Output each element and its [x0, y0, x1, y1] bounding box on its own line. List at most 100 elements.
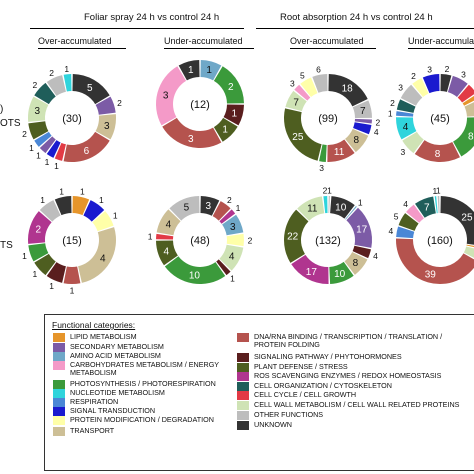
legend-label: CELL WALL METABOLISM / CELL WALL RELATED… [254, 400, 460, 409]
donut-slice [95, 114, 116, 140]
legend-item: PHOTOSYNTHESIS / PHOTORESPIRATION [53, 380, 216, 389]
donut-slice [440, 196, 474, 245]
legend-swatch [237, 333, 249, 342]
row-label-top: OTS [0, 118, 21, 129]
slice-value-label: 3 [290, 78, 295, 88]
slice-value-label: 1 [222, 125, 228, 136]
donut-slice [434, 196, 438, 214]
legend-label: CELL ORGANIZATION / CYTOSKELETON [254, 381, 392, 390]
donut-slice [457, 84, 474, 103]
slice-value-label: 1 [230, 274, 235, 284]
donut-slice [396, 238, 474, 284]
legend-label: TRANSPORT [70, 426, 115, 435]
donut-slice [464, 102, 474, 117]
donut-slice [327, 139, 355, 162]
donut-slice [78, 227, 116, 283]
slice-value-label: 3 [400, 147, 405, 157]
legend-label: AMINO ACID METABOLISM [70, 351, 161, 360]
slice-value-label: 1 [70, 286, 75, 296]
slice-value-label: 11 [334, 147, 345, 158]
header-root: Root absorption 24 h vs control 24 h [280, 12, 433, 23]
subheader-under-root: Under-accumulat [408, 36, 474, 46]
header-foliar-rule [30, 28, 244, 29]
legend-swatch [53, 380, 65, 389]
donut-slice [226, 233, 244, 247]
slice-value-label: 2 [248, 236, 253, 246]
donut-slice [34, 82, 56, 105]
slice-value-label: 8 [435, 149, 441, 160]
slice-value-label: 1 [113, 211, 118, 221]
subheader-over-root: Over-accumulated [290, 36, 364, 46]
slice-value-label: 4 [389, 226, 394, 236]
legend-label: DNA/RNA BINDING / TRANSCRIPTION / TRANSL… [254, 332, 443, 349]
slice-value-label: 5 [300, 71, 305, 81]
donut-slice [462, 95, 474, 106]
donut-chart: 251439454711(160) [389, 186, 474, 284]
donut-slice [344, 251, 368, 275]
donut-slice [162, 117, 222, 149]
legend-label: PROTEIN MODIFICATION / DEGRADATION [70, 415, 214, 424]
legend-label: RESPIRATION [70, 397, 119, 406]
donut-slice [72, 196, 90, 216]
legend-label: LIPID METABOLISM [70, 332, 137, 341]
slice-value-label: 22 [287, 232, 299, 243]
donut-slice [27, 211, 52, 244]
legend-swatch [237, 421, 249, 430]
slice-value-label: 10 [189, 271, 201, 282]
slice-value-label: 1 [232, 109, 238, 120]
donut-slice [219, 244, 244, 271]
legend-item: SIGNALING PATHWAY / PHYTOHORMONES [237, 353, 402, 362]
donut-slice [223, 104, 244, 126]
donut-slice [328, 196, 330, 214]
donut-slice [28, 121, 49, 140]
row-label-top-paren: ) [0, 104, 4, 115]
slice-value-label: 3 [188, 134, 194, 145]
donut-slice [46, 140, 61, 158]
legend-swatch [237, 382, 249, 391]
legend-item: PROTEIN MODIFICATION / DEGRADATION [53, 416, 214, 425]
slice-value-label: 1 [206, 65, 212, 76]
header-foliar: Foliar spray 24 h vs control 24 h [84, 12, 220, 23]
slice-value-label: 2 [411, 71, 416, 81]
donut-slice [346, 207, 372, 248]
donut-slice [297, 196, 325, 221]
legend-swatch [237, 372, 249, 381]
donut-slice [54, 142, 66, 161]
donut-slice [312, 74, 328, 93]
donut-slice [402, 131, 424, 154]
legend-item: SIGNAL TRANSDUCTION [53, 407, 155, 416]
donut-slice [291, 254, 329, 284]
donut-slice [323, 196, 328, 214]
legend-swatch [53, 407, 65, 416]
slice-value-label: 6 [316, 64, 321, 74]
donut-slice [284, 209, 309, 263]
slice-value-label: 1 [388, 108, 393, 118]
donut-slice [46, 75, 66, 96]
donut-slice [200, 60, 222, 81]
slice-value-label: 1 [64, 64, 69, 74]
donut-slice [396, 117, 417, 140]
slice-value-label: 6 [84, 146, 90, 157]
legend: Functional categories: LIPID METABOLISM S… [44, 314, 474, 471]
legend-swatch [237, 363, 249, 372]
donut-slice [422, 74, 440, 94]
legend-label: SIGNALING PATHWAY / PHYTOHORMONES [254, 352, 402, 361]
donut-slice [466, 244, 474, 248]
subheader-underline [408, 48, 474, 49]
slice-value-label: 1 [188, 65, 194, 76]
donut-total-label: (15) [62, 235, 82, 247]
legend-label: UNKNOWN [254, 420, 292, 429]
slice-value-label: 1 [80, 187, 85, 197]
donut-total-label: (99) [318, 113, 338, 125]
donut-total-label: (30) [62, 113, 82, 125]
slice-value-label: 18 [342, 84, 354, 95]
slice-value-label: 4 [374, 127, 379, 137]
slice-value-label: 1 [22, 251, 27, 261]
donut-slice [352, 245, 371, 259]
legend-item: TRANSPORT [53, 427, 114, 436]
row-label-bottom: TS [0, 240, 13, 251]
donut-slice [95, 96, 116, 115]
slice-value-label: 4 [403, 199, 408, 209]
